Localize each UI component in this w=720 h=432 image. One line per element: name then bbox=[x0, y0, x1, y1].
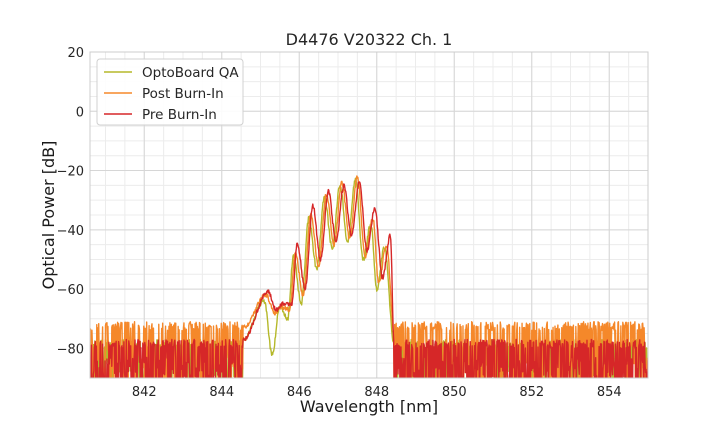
y-tick-label: 20 bbox=[67, 46, 84, 61]
x-tick-label: 844 bbox=[209, 385, 234, 400]
x-tick-label: 854 bbox=[597, 385, 622, 400]
y-tick-label: −60 bbox=[57, 283, 84, 298]
x-tick-labels: 842 844 846 848 850 852 854 bbox=[132, 385, 622, 400]
y-tick-labels: 20 0 −20 −40 −60 −80 bbox=[57, 46, 84, 357]
legend-label: Pre Burn-In bbox=[142, 107, 217, 123]
legend: OptoBoard QA Post Burn-In Pre Burn-In bbox=[96, 58, 244, 126]
series-group bbox=[90, 175, 648, 378]
x-tick-label: 850 bbox=[442, 385, 467, 400]
y-tick-label: −40 bbox=[57, 224, 84, 239]
plot-frame bbox=[89, 51, 649, 379]
x-axis-title: Wavelength [nm] bbox=[300, 397, 438, 416]
y-axis-title: Optical Power [dB] bbox=[39, 141, 58, 290]
x-tick-label: 842 bbox=[132, 385, 157, 400]
y-tick-label: 0 bbox=[76, 105, 84, 120]
x-tick-label: 848 bbox=[364, 385, 389, 400]
legend-box bbox=[96, 58, 244, 126]
x-tick-label: 852 bbox=[519, 385, 544, 400]
y-tick-label: −20 bbox=[57, 165, 84, 180]
chart-title: D4476 V20322 Ch. 1 bbox=[286, 30, 453, 49]
x-tick-label: 846 bbox=[287, 385, 312, 400]
y-tick-label: −80 bbox=[57, 342, 84, 357]
legend-label: Post Burn-In bbox=[142, 86, 224, 102]
series-line-2 bbox=[90, 181, 648, 378]
series-line-1 bbox=[90, 175, 648, 378]
legend-label: OptoBoard QA bbox=[142, 65, 239, 81]
